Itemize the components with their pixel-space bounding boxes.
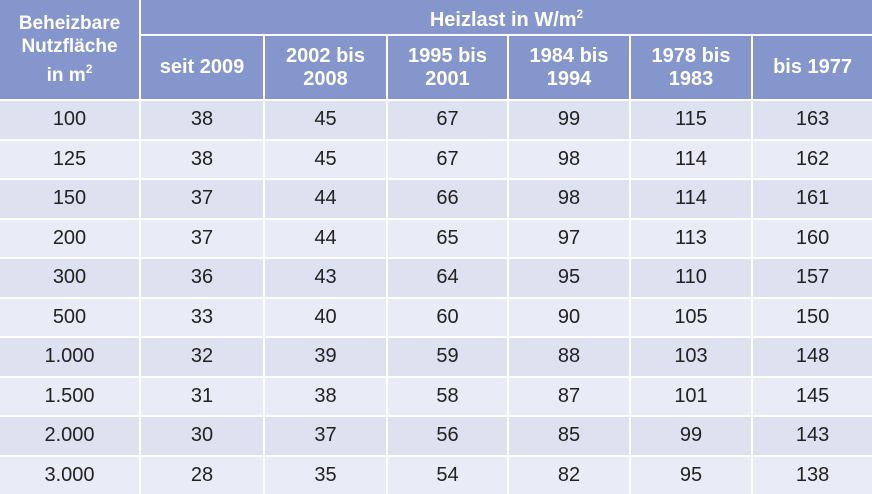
heat-load-cell: 148 (752, 337, 872, 377)
heat-load-cell: 37 (264, 416, 387, 456)
area-cell: 3.000 (0, 456, 140, 494)
heat-load-cell: 114 (630, 140, 752, 180)
heat-load-cell: 36 (140, 258, 264, 298)
heat-load-cell: 82 (508, 456, 630, 494)
heat-load-cell: 64 (387, 258, 508, 298)
heat-load-cell: 45 (264, 140, 387, 180)
heat-load-cell: 32 (140, 337, 264, 377)
heat-load-group-header: Heizlast in W/m2 (140, 0, 872, 35)
heat-load-cell: 98 (508, 140, 630, 180)
heat-load-cell: 160 (752, 219, 872, 259)
heat-load-cell: 97 (508, 219, 630, 259)
year-range-header: seit 2009 (140, 35, 264, 100)
heat-load-cell: 162 (752, 140, 872, 180)
heat-load-cell: 138 (752, 456, 872, 494)
area-cell: 125 (0, 140, 140, 180)
heat-load-cell: 163 (752, 100, 872, 140)
heat-load-cell: 85 (508, 416, 630, 456)
heat-load-cell: 110 (630, 258, 752, 298)
heat-load-cell: 39 (264, 337, 387, 377)
heat-load-cell: 99 (630, 416, 752, 456)
heat-load-cell: 65 (387, 219, 508, 259)
area-cell: 300 (0, 258, 140, 298)
heat-load-cell: 87 (508, 377, 630, 417)
heat-load-cell: 38 (264, 377, 387, 417)
area-cell: 2.000 (0, 416, 140, 456)
heat-load-cell: 95 (508, 258, 630, 298)
area-column-header: Beheizbare Nutzfläche in m2 (0, 0, 140, 100)
heat-load-cell: 115 (630, 100, 752, 140)
heat-load-cell: 67 (387, 100, 508, 140)
heat-load-cell: 98 (508, 179, 630, 219)
heat-load-cell: 37 (140, 179, 264, 219)
heat-load-cell: 67 (387, 140, 508, 180)
heat-load-cell: 31 (140, 377, 264, 417)
heat-load-cell: 54 (387, 456, 508, 494)
heat-load-cell: 103 (630, 337, 752, 377)
area-cell: 200 (0, 219, 140, 259)
heat-load-cell: 60 (387, 298, 508, 338)
year-range-header: bis 1977 (752, 35, 872, 100)
heat-load-cell: 161 (752, 179, 872, 219)
area-cell: 1.500 (0, 377, 140, 417)
heat-load-cell: 38 (140, 100, 264, 140)
heat-load-cell: 45 (264, 100, 387, 140)
heat-load-cell: 44 (264, 219, 387, 259)
heat-load-cell: 113 (630, 219, 752, 259)
heat-load-cell: 58 (387, 377, 508, 417)
area-cell: 500 (0, 298, 140, 338)
heat-load-cell: 90 (508, 298, 630, 338)
area-cell: 150 (0, 179, 140, 219)
area-cell: 100 (0, 100, 140, 140)
heat-load-cell: 37 (140, 219, 264, 259)
heat-load-cell: 157 (752, 258, 872, 298)
heat-load-cell: 150 (752, 298, 872, 338)
heat-load-cell: 59 (387, 337, 508, 377)
heat-load-cell: 105 (630, 298, 752, 338)
heat-load-cell: 40 (264, 298, 387, 338)
heat-load-cell: 88 (508, 337, 630, 377)
heat-load-cell: 143 (752, 416, 872, 456)
heat-load-cell: 99 (508, 100, 630, 140)
heat-load-cell: 56 (387, 416, 508, 456)
heat-load-cell: 95 (630, 456, 752, 494)
heat-load-cell: 38 (140, 140, 264, 180)
heat-load-cell: 114 (630, 179, 752, 219)
area-cell: 1.000 (0, 337, 140, 377)
heat-load-cell: 30 (140, 416, 264, 456)
heat-load-cell: 28 (140, 456, 264, 494)
heat-load-cell: 33 (140, 298, 264, 338)
heat-load-cell: 35 (264, 456, 387, 494)
heat-load-cell: 43 (264, 258, 387, 298)
heat-load-cell: 66 (387, 179, 508, 219)
heat-load-cell: 101 (630, 377, 752, 417)
heat-load-cell: 145 (752, 377, 872, 417)
heat-load-cell: 44 (264, 179, 387, 219)
